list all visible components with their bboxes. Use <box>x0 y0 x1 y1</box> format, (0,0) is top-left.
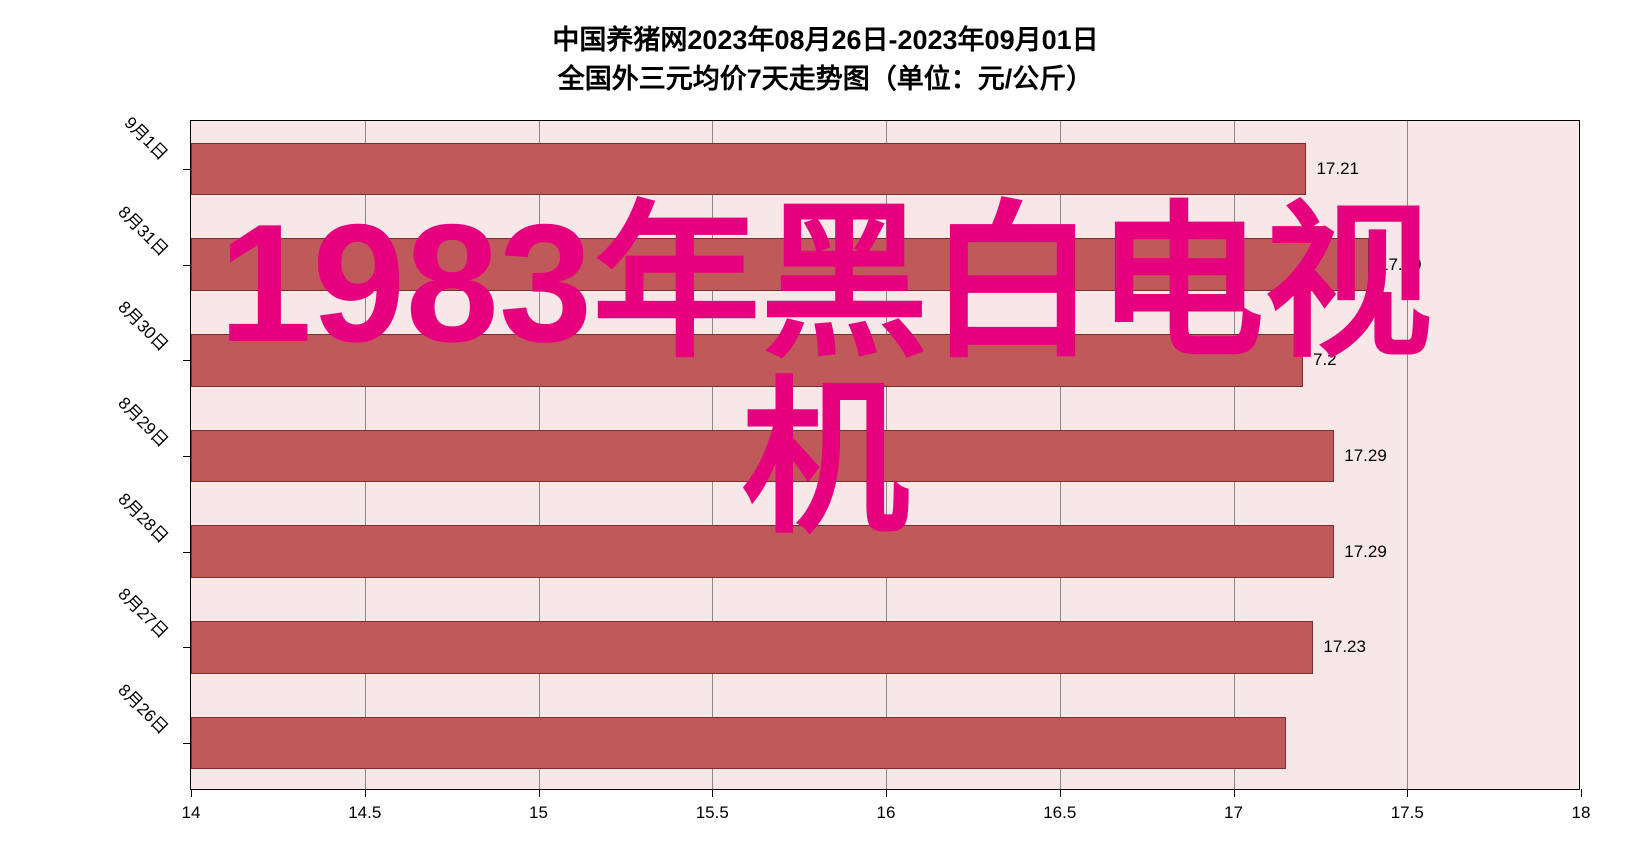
y-tickmark <box>183 360 191 361</box>
chart-container: 中国养猪网2023年08月26日-2023年09月01日 全国外三元均价7天走势… <box>0 0 1651 852</box>
chart-title-line1: 中国养猪网2023年08月26日-2023年09月01日 <box>0 18 1651 57</box>
x-tick-label: 17 <box>1224 803 1243 823</box>
y-tickmark <box>183 552 191 553</box>
bar <box>191 143 1306 196</box>
y-tick-label: 8月28日 <box>113 486 175 548</box>
chart-title-line2: 全国外三元均价7天走势图（单位：元/公斤） <box>0 57 1651 96</box>
bar-value-label: 7.2 <box>1313 350 1337 370</box>
x-tickmark <box>1234 789 1235 797</box>
x-tick-label: 15 <box>529 803 548 823</box>
y-tickmark <box>183 265 191 266</box>
bar <box>191 717 1286 770</box>
bar-value-label: 17.29 <box>1344 542 1387 562</box>
bar-value-label: 17.39 <box>1379 255 1422 275</box>
y-tickmark <box>183 743 191 744</box>
bar-value-label: 17.21 <box>1316 159 1359 179</box>
grid-line <box>1407 121 1408 789</box>
bar <box>191 238 1369 291</box>
x-tickmark <box>191 789 192 797</box>
x-tick-label: 18 <box>1572 803 1591 823</box>
x-tick-label: 15.5 <box>696 803 729 823</box>
y-tick-label: 8月27日 <box>113 581 175 643</box>
bar <box>191 621 1313 674</box>
y-tickmark <box>183 169 191 170</box>
y-tick-label: 8月31日 <box>113 198 175 260</box>
plot-area: 1414.51515.51616.51717.5189月1日17.218月31日… <box>190 120 1580 790</box>
x-tickmark <box>712 789 713 797</box>
y-tickmark <box>183 647 191 648</box>
y-tick-label: 8月26日 <box>113 677 175 739</box>
chart-title-block: 中国养猪网2023年08月26日-2023年09月01日 全国外三元均价7天走势… <box>0 0 1651 96</box>
x-tick-label: 16.5 <box>1043 803 1076 823</box>
x-tickmark <box>886 789 887 797</box>
x-tickmark <box>1060 789 1061 797</box>
y-tickmark <box>183 456 191 457</box>
bar-value-label: 17.29 <box>1344 446 1387 466</box>
x-tickmark <box>1407 789 1408 797</box>
x-tick-label: 16 <box>877 803 896 823</box>
y-tick-label: 9月1日 <box>120 109 175 164</box>
y-tick-label: 8月30日 <box>113 294 175 356</box>
x-tick-label: 14 <box>182 803 201 823</box>
x-tickmark <box>1581 789 1582 797</box>
x-tickmark <box>365 789 366 797</box>
bar <box>191 525 1334 578</box>
x-tick-label: 17.5 <box>1391 803 1424 823</box>
y-tick-label: 8月29日 <box>113 390 175 452</box>
x-tick-label: 14.5 <box>348 803 381 823</box>
bar <box>191 334 1303 387</box>
x-tickmark <box>539 789 540 797</box>
bar <box>191 430 1334 483</box>
bar-value-label: 17.23 <box>1323 637 1366 657</box>
